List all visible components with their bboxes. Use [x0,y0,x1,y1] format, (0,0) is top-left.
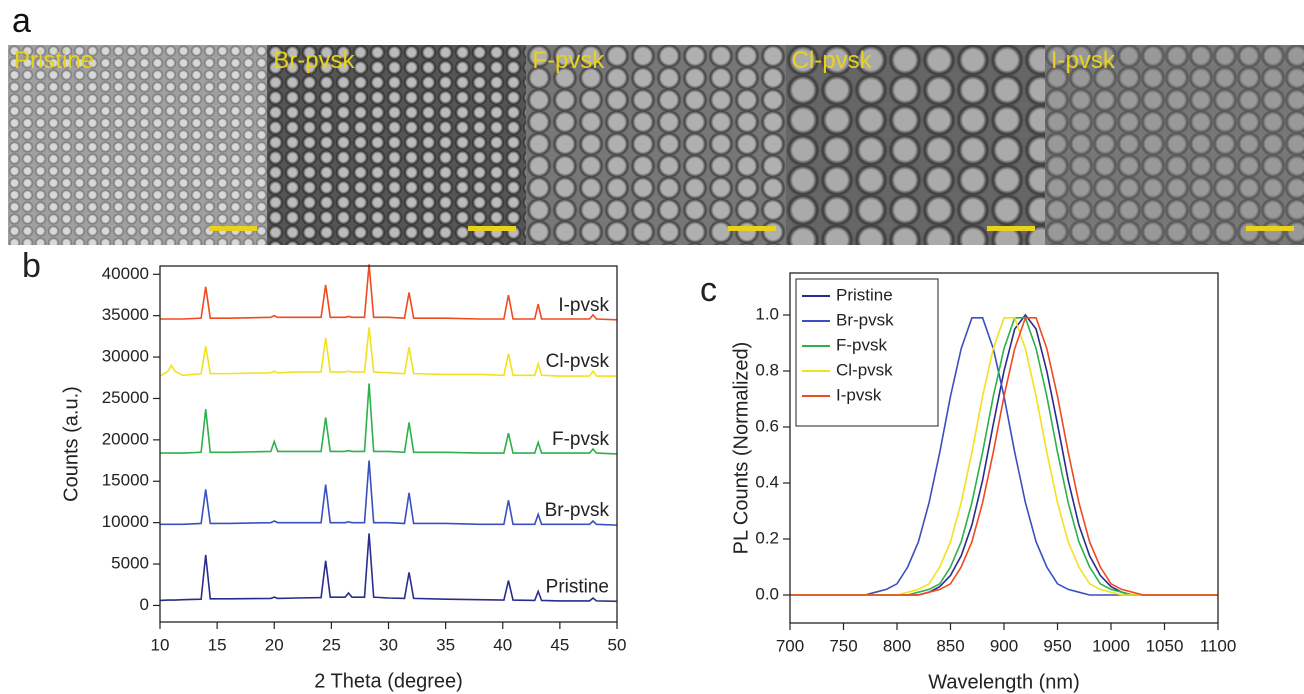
series-label: Pristine [546,576,609,597]
y-tick-label: 0.2 [755,528,779,547]
series-line [160,460,618,526]
image-label: F-pvsk [532,47,605,74]
legend-label: Br-pvsk [836,310,894,329]
sem-image: Cl-pvsk [785,45,1045,245]
x-axis-label: Wavelength (nm) [928,671,1080,693]
x-tick-label: 850 [936,636,964,655]
series-label: Cl-pvsk [546,351,610,372]
y-tick-label: 0.8 [755,360,779,379]
y-axis-label: Counts (a.u.) [60,386,82,502]
x-tick-label: 700 [776,636,804,655]
sem-strip: Pristine Br-pvsk F-pvsk Cl-pvsk I-pvsk [8,45,1304,245]
x-tick-label: 25 [322,635,341,654]
legend-box [795,278,939,427]
sem-image: Br-pvsk [267,45,527,245]
x-tick-label: 50 [608,635,627,654]
y-tick-label: 35000 [102,305,149,324]
x-tick-label: 900 [990,636,1018,655]
image-label: I-pvsk [1050,47,1115,74]
sem-image: I-pvsk [1044,45,1304,245]
y-tick-label: 20000 [102,429,149,448]
image-label: Br-pvsk [273,47,355,74]
series-label: F-pvsk [552,429,610,450]
series-line [160,383,618,455]
y-tick-label: 0.4 [755,472,779,491]
x-tick-label: 20 [265,635,284,654]
series-line [160,264,618,321]
x-tick-label: 45 [550,635,569,654]
x-tick-label: 40 [493,635,512,654]
x-tick-label: 30 [379,635,398,654]
x-tick-label: 15 [208,635,227,654]
x-tick-label: 1000 [1092,636,1130,655]
y-tick-label: 1.0 [755,304,779,323]
panel-label: a [12,2,31,40]
plot-frame [789,272,1219,624]
x-tick-label: 35 [436,635,455,654]
scale-bar [1246,226,1295,231]
legend-label: F-pvsk [836,335,888,354]
sem-image: Pristine [8,45,268,245]
y-tick-label: 0 [140,595,149,614]
panel-label: b [22,247,41,285]
sem-image: F-pvsk [526,45,786,245]
y-tick-label: 30000 [102,347,149,366]
series-line [790,317,1218,596]
scale-bar [727,226,776,231]
image-label: Cl-pvsk [791,47,872,74]
y-axis-label: PL Counts (Normalized) [730,342,752,555]
y-tick-label: 0.0 [755,584,779,603]
x-tick-label: 750 [829,636,857,655]
image-label: Pristine [14,47,95,74]
x-tick-label: 1050 [1146,636,1184,655]
y-tick-label: 10000 [102,512,149,531]
x-tick-label: 1100 [1200,636,1237,655]
series-line [159,533,618,603]
y-tick-label: 0.6 [755,416,779,435]
y-tick-label: 15000 [102,471,149,490]
legend-label: Cl-pvsk [836,360,893,379]
scale-bar [468,226,517,231]
scale-bar [986,226,1035,231]
y-tick-label: 40000 [102,264,149,283]
legend-label: Pristine [836,285,893,304]
scale-bar [209,226,258,231]
x-tick-label: 950 [1043,636,1071,655]
series-label: I-pvsk [558,295,609,316]
series-label: Br-pvsk [545,500,610,521]
x-tick-label: 10 [151,635,170,654]
y-tick-label: 25000 [102,388,149,407]
legend-label: I-pvsk [836,385,882,404]
x-axis-label: 2 Theta (degree) [314,670,463,692]
x-tick-label: 800 [883,636,911,655]
y-tick-label: 5000 [111,554,149,573]
plot-frame [159,265,618,623]
series-line [159,327,617,377]
panel-label: c [700,271,717,309]
